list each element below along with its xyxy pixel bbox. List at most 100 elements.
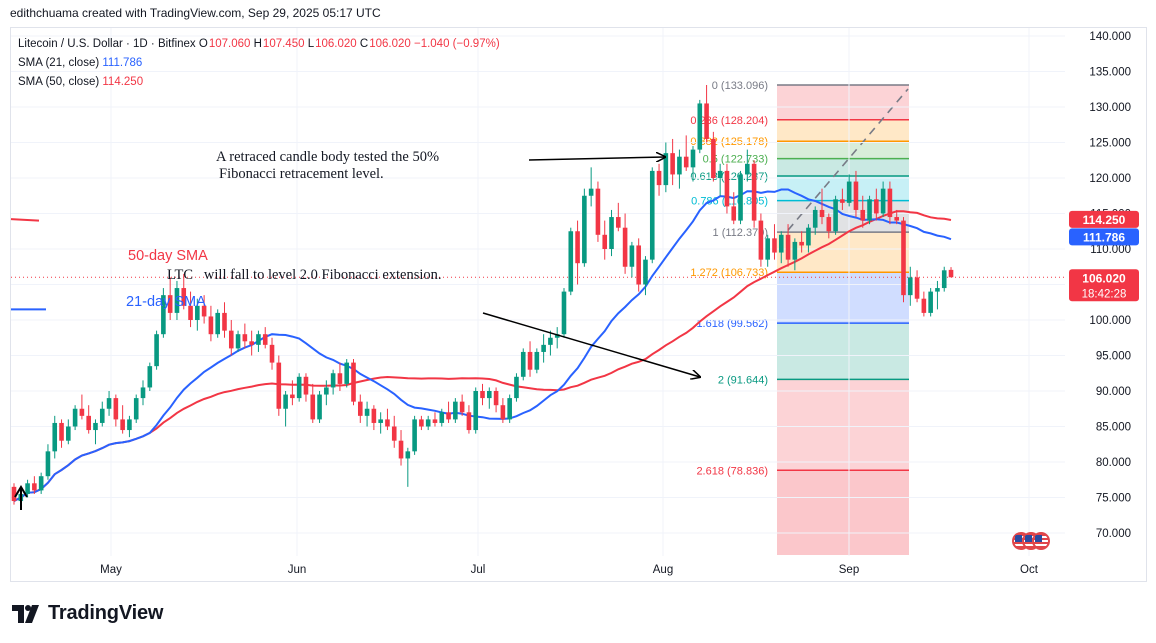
ohlc-high: H107.450 (253, 38, 305, 50)
fib-level-label: 0.236 (128.204) (690, 115, 768, 127)
sma21-price-tag-bg (1069, 228, 1139, 246)
sma21-value: 111.786 (102, 57, 143, 69)
candle (324, 380, 329, 406)
candle (473, 387, 479, 434)
sma50-value: 114.250 (102, 76, 144, 88)
candle (711, 131, 716, 182)
candle-body (59, 422, 64, 441)
candle (738, 170, 743, 225)
x-axis-tick-label: Aug (653, 564, 673, 576)
candle (751, 160, 757, 228)
candle (66, 419, 71, 445)
candle (595, 181, 601, 242)
candle (907, 266, 913, 306)
candle-body (697, 103, 703, 150)
fib-level-label: 2.618 (78.836) (696, 465, 768, 477)
candle (208, 305, 214, 342)
candle (765, 234, 770, 267)
legend-sma50-row[interactable]: SMA (50, close) 114.250 (18, 73, 500, 92)
candle (310, 383, 316, 423)
candle-body (38, 476, 44, 491)
candle (874, 188, 879, 221)
fib-zone (777, 85, 909, 120)
candle-body (758, 220, 764, 260)
candle (806, 224, 811, 253)
candle-body (588, 188, 594, 196)
candle-body (751, 163, 757, 221)
candle-body (745, 163, 750, 175)
sma21-label: SMA (21, close) (18, 57, 100, 69)
fib-level-label: 2 (91.644) (718, 374, 768, 386)
candle (880, 181, 886, 218)
candle (378, 412, 383, 434)
fibonacci-tool[interactable]: 0 (133.096)0.236 (128.204)0.382 (125.178… (690, 80, 909, 555)
candle (364, 401, 370, 427)
candle (928, 288, 933, 317)
candle (351, 359, 356, 406)
candle (785, 224, 791, 267)
candle-body (792, 241, 798, 260)
candle (840, 188, 845, 210)
candle-body (256, 334, 261, 345)
candle (887, 181, 893, 225)
candle (419, 415, 424, 431)
candle-body (575, 231, 580, 264)
candle (283, 391, 288, 427)
candle-body (941, 270, 947, 289)
candle (541, 334, 546, 363)
candle-body (86, 415, 91, 431)
candle-body (235, 334, 241, 349)
candle (792, 238, 798, 271)
legend-sma21-row[interactable]: SMA (21, close) 111.786 (18, 54, 500, 73)
candle (507, 394, 512, 423)
candle-body (616, 217, 621, 228)
candle (385, 408, 390, 431)
candle-body (711, 138, 716, 178)
candle (534, 348, 540, 374)
time-axis[interactable]: May Jun Jul Aug Sep Oct (100, 564, 1039, 576)
tradingview-logo[interactable]: TradingView (12, 602, 163, 625)
candle (222, 302, 227, 338)
annotations: A retraced candle body tested the 50% Fi… (14, 149, 700, 510)
candle-body (351, 362, 356, 402)
candle-body (378, 419, 383, 423)
cursor-icon (14, 485, 28, 510)
candle-body (113, 398, 119, 420)
candle (772, 224, 777, 260)
sma50-label: SMA (50, close) (18, 76, 100, 88)
last-price-tag-bg (1069, 269, 1139, 302)
candle-body (629, 245, 635, 267)
candle-body (880, 188, 886, 214)
candle (466, 405, 472, 434)
candle-body (928, 291, 933, 313)
candle-body (921, 298, 927, 313)
candle (568, 227, 574, 296)
candle-body (806, 227, 811, 246)
candle-body (446, 412, 451, 420)
candle-body (52, 422, 58, 452)
candle-body (867, 199, 872, 221)
candle (656, 163, 662, 196)
candle-body (276, 362, 282, 409)
candle (921, 291, 927, 317)
price-change: −1.040 (−0.97%) (413, 38, 500, 50)
candle-body (364, 408, 370, 416)
candle-body (812, 209, 818, 228)
candle-body (147, 366, 153, 388)
candle (425, 415, 431, 431)
candle (758, 213, 764, 267)
candle-body (466, 412, 472, 431)
symbol-name[interactable]: Litecoin / U.S. Dollar · 1D · Bitfinex (18, 38, 196, 50)
candle-body (11, 486, 17, 502)
candle-body (765, 238, 770, 260)
candle-body (582, 195, 587, 264)
y-axis-tick-label: 140.000 (1089, 31, 1131, 43)
fib-zone (777, 323, 909, 380)
candle-body (595, 188, 601, 235)
candle (38, 472, 44, 494)
candle-body (874, 199, 879, 214)
us-flag-event-icon[interactable] (1032, 532, 1050, 550)
candle-body (432, 419, 438, 423)
candle-body (262, 334, 268, 345)
